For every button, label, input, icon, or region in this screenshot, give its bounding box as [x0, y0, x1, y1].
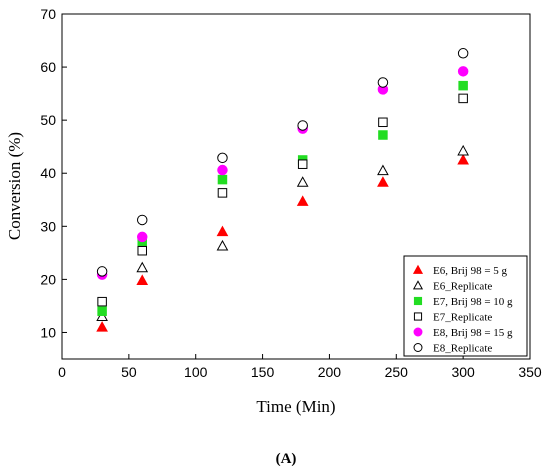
x-tick-label: 150: [251, 364, 275, 380]
data-point: [217, 174, 228, 185]
series-6: [96, 48, 469, 277]
legend-marker: [413, 343, 423, 352]
series-4: [97, 93, 468, 307]
data-point: [297, 159, 308, 169]
data-point: [216, 225, 229, 237]
data-point: [378, 117, 388, 128]
y-tick-label: 70: [40, 6, 56, 22]
x-tick-label: 200: [318, 364, 342, 380]
data-point: [457, 144, 469, 156]
legend-marker: [413, 327, 423, 337]
legend-marker: [412, 264, 424, 274]
x-tick-label: 0: [58, 364, 66, 380]
data-point: [97, 296, 107, 307]
legend-marker: [413, 296, 423, 306]
data-point: [96, 266, 108, 277]
series-1: [96, 153, 469, 332]
data-point: [136, 231, 148, 243]
y-tick-label: 20: [40, 271, 56, 287]
data-point: [378, 130, 388, 140]
x-axis: 0 50 100 150 200 250 300 350: [58, 354, 542, 380]
data-point: [136, 274, 149, 285]
x-tick-label: 100: [184, 364, 208, 380]
data-point: [297, 120, 308, 131]
data-point: [217, 164, 228, 176]
data-point: [457, 153, 469, 165]
data-point: [377, 176, 389, 187]
data-point: [136, 214, 148, 226]
data-point: [457, 48, 469, 59]
legend-label: E8_Replicate: [433, 343, 492, 355]
y-tick-label: 30: [40, 218, 56, 234]
y-tick-label: 10: [40, 324, 56, 340]
data-point: [96, 321, 108, 332]
data-point: [137, 245, 147, 256]
legend-label: E6_Replicate: [433, 281, 492, 293]
x-tick-label: 350: [518, 364, 542, 380]
y-axis-title: Conversion (%): [5, 132, 24, 240]
data-point: [296, 195, 309, 206]
data-point: [216, 239, 229, 251]
data-point: [136, 261, 149, 273]
x-tick-label: 300: [451, 364, 475, 380]
series-5: [96, 66, 469, 280]
plot-frame: [61, 13, 531, 360]
legend-marker: [412, 280, 424, 290]
series-2: [96, 144, 469, 322]
x-tick-label: 250: [385, 364, 409, 380]
x-axis-title: Time (Min): [256, 397, 335, 416]
legend-label: E7_Replicate: [433, 312, 492, 324]
legend-label: E8, Brij 98 = 15 g: [433, 327, 513, 339]
data-point: [96, 310, 108, 322]
plot-border: [61, 13, 531, 360]
legend-box: [403, 255, 528, 357]
y-tick-label: 50: [40, 112, 56, 128]
data-points: [96, 48, 469, 332]
legend: E6, Brij 98 = 5 g E6_Replicate E7, Brij 98…: [403, 255, 528, 357]
data-point: [217, 152, 228, 164]
y-axis: 10 20 30 40 50 60 70: [40, 6, 67, 340]
data-point: [457, 66, 469, 77]
data-point: [458, 93, 468, 104]
data-point: [377, 164, 389, 176]
figure-caption: (A): [276, 451, 297, 467]
legend-marker: [413, 312, 423, 321]
y-tick-label: 40: [40, 165, 56, 181]
y-tick-label: 60: [40, 59, 56, 75]
legend-label: E6, Brij 98 = 5 g: [433, 265, 508, 277]
legend-label: E7, Brij 98 = 10 g: [433, 296, 513, 308]
data-point: [377, 77, 389, 88]
data-point: [458, 80, 468, 91]
data-point: [217, 188, 228, 198]
data-point: [97, 306, 107, 316]
x-tick-label: 50: [121, 364, 137, 380]
data-point: [296, 176, 309, 187]
